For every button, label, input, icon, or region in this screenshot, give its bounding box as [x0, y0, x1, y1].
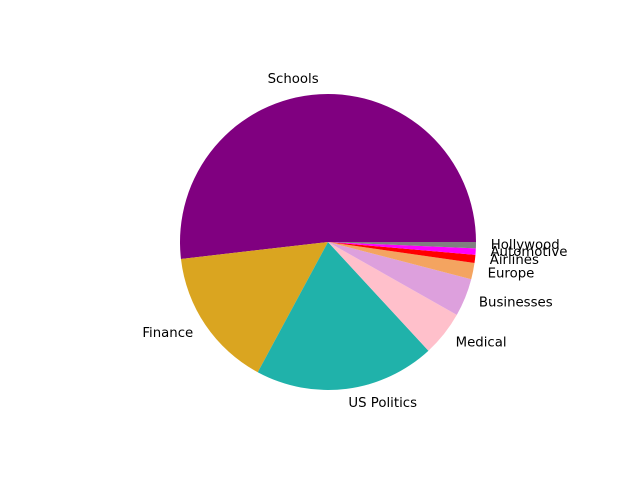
pie-slice-us-politics: [257, 242, 429, 391]
pie-slice-europe: [328, 242, 475, 280]
pie-slice-schools: [180, 94, 477, 259]
pie-slice-finance: [180, 242, 328, 373]
pie-label-us-politics: US Politics: [348, 396, 417, 411]
pie-slice-medical: [328, 242, 457, 351]
pie-slice-automotive: [328, 242, 476, 255]
pie-label-hollywood: Hollywood: [491, 238, 560, 253]
pie-label-schools: Schools: [268, 72, 319, 87]
pie-label-finance: Finance: [142, 326, 193, 341]
pie-label-airlines: Airlines: [490, 253, 539, 268]
pie-slices: [180, 94, 477, 391]
pie-slice-businesses: [328, 242, 472, 315]
pie-label-europe: Europe: [488, 267, 535, 282]
pie-labels: Schools Finance US Politics Medical Business…: [142, 72, 567, 411]
pie-label-businesses: Businesses: [479, 296, 553, 311]
pie-label-medical: Medical: [456, 336, 507, 351]
pie-slice-hollywood: [328, 242, 476, 249]
pie-slice-airlines: [328, 242, 476, 264]
pie-label-automotive: Automotive: [490, 245, 567, 260]
